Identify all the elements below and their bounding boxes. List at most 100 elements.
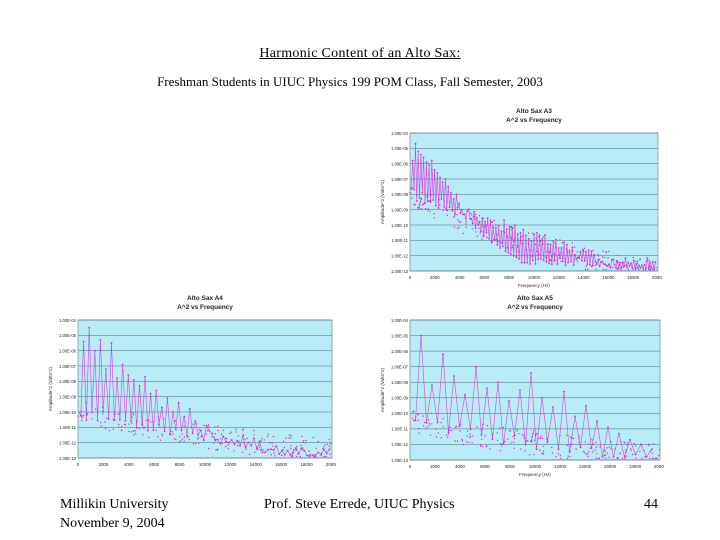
data-point [612, 258, 615, 261]
noise-point [478, 215, 481, 217]
noise-point [250, 444, 253, 446]
noise-point [131, 416, 133, 418]
noise-point [542, 243, 544, 245]
noise-point [213, 436, 215, 438]
noise-point [533, 453, 535, 456]
noise-point [503, 231, 505, 233]
data-point [172, 411, 174, 413]
noise-point [540, 436, 542, 438]
data-point [463, 213, 466, 216]
data-point [649, 261, 651, 264]
noise-point [538, 236, 540, 238]
x-tick-label: 0 [409, 464, 412, 469]
noise-point [455, 426, 458, 428]
data-point [264, 451, 267, 454]
noise-point [490, 240, 493, 242]
noise-point [572, 437, 575, 440]
noise-point [237, 435, 239, 437]
noise-point [78, 412, 81, 414]
noise-point [602, 250, 604, 252]
noise-point [148, 436, 150, 439]
noise-point [595, 446, 597, 448]
noise-point [420, 208, 423, 210]
noise-point [100, 421, 102, 424]
noise-point [560, 260, 562, 262]
noise-point [605, 457, 607, 460]
noise-point [500, 242, 503, 244]
noise-point [283, 440, 285, 442]
data-point [634, 267, 636, 269]
noise-point [485, 445, 488, 447]
data-point [458, 202, 460, 205]
noise-point [608, 250, 610, 253]
noise-point [576, 260, 579, 262]
noise-point [606, 452, 609, 454]
noise-point [267, 433, 269, 435]
data-point [519, 389, 521, 391]
noise-point [508, 228, 510, 231]
noise-point [183, 440, 185, 442]
data-point [261, 451, 264, 454]
noise-point [422, 203, 424, 205]
data-point [421, 191, 424, 194]
noise-point [623, 441, 625, 443]
noise-point [256, 446, 258, 448]
noise-point [422, 415, 424, 417]
data-point [311, 454, 314, 456]
noise-point [233, 450, 235, 452]
noise-point [282, 448, 284, 451]
data-point [233, 443, 236, 446]
noise-point [104, 421, 106, 423]
noise-point [474, 218, 476, 220]
noise-point [599, 446, 601, 448]
data-point [430, 159, 433, 162]
noise-point [453, 226, 456, 228]
data-point [325, 452, 328, 455]
data-point [447, 185, 450, 188]
noise-point [490, 221, 492, 223]
noise-point [128, 423, 130, 425]
noise-point [161, 433, 163, 435]
data-point [638, 264, 641, 267]
data-point [460, 208, 463, 211]
noise-point [305, 439, 307, 442]
data-point [410, 188, 413, 190]
noise-point [644, 268, 647, 271]
noise-point [157, 436, 159, 438]
data-point [448, 206, 451, 209]
noise-point [242, 442, 244, 444]
data-point [88, 326, 91, 329]
noise-point [175, 438, 177, 441]
data-point [507, 251, 510, 254]
data-point [420, 153, 422, 156]
data-point [163, 430, 166, 433]
noise-point [618, 264, 620, 266]
data-point [228, 441, 230, 444]
data-point [536, 232, 538, 234]
noise-point [159, 439, 162, 441]
noise-point [596, 263, 598, 265]
data-point [141, 423, 144, 426]
noise-point [134, 430, 136, 432]
data-point [643, 263, 646, 266]
data-point [561, 260, 564, 263]
noise-point [220, 433, 223, 436]
noise-point [624, 442, 626, 444]
noise-point [409, 192, 411, 194]
noise-point [462, 232, 464, 235]
data-point [425, 421, 428, 424]
noise-point [427, 208, 429, 210]
chart-svg-a3: Alto Sax A3A^2 vs Frequency 1.00E-13 1.00E… [380, 108, 662, 288]
noise-point [429, 210, 431, 213]
noise-point [604, 450, 606, 453]
noise-point [506, 235, 509, 238]
noise-point [308, 450, 310, 452]
data-point [286, 449, 289, 452]
noise-point [315, 455, 317, 458]
x-tick-label: 0 [409, 275, 412, 280]
x-tick-label: 2000 [99, 462, 109, 467]
data-point [531, 259, 534, 262]
noise-point [633, 442, 635, 445]
noise-point [621, 261, 624, 263]
noise-point [587, 455, 589, 458]
